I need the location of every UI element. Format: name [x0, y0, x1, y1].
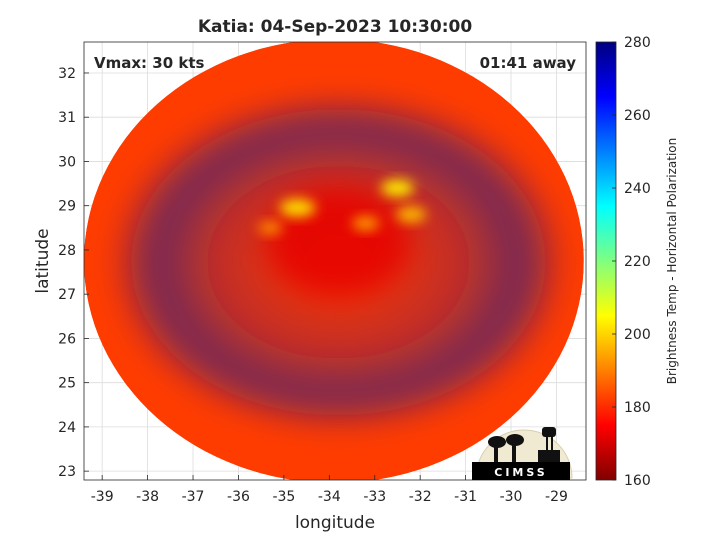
x-tick-label: -37 [182, 489, 205, 505]
x-tick-label: -30 [500, 489, 523, 505]
colorbar-tick-label: 220 [624, 254, 651, 270]
cold-spot [380, 179, 414, 197]
axes-frame [83, 41, 587, 481]
y-tick-label: 27 [58, 287, 76, 303]
cold-spot [352, 216, 380, 231]
swath-layer [84, 42, 584, 480]
y-tick-label: 29 [58, 199, 76, 215]
x-tick-label: -34 [318, 489, 341, 505]
chart-title: Katia: 04-Sep-2023 10:30:00 [198, 17, 472, 37]
cold-spots [258, 179, 427, 235]
logo-tower-icon [538, 427, 560, 462]
colorbar-tick-label: 200 [624, 327, 651, 343]
colorbar-tick-label: 240 [624, 181, 651, 197]
cold-spot [258, 221, 283, 235]
y-tick-label: 25 [58, 376, 76, 392]
y-tick-label: 28 [58, 243, 76, 259]
y-tick-label: 26 [58, 331, 76, 347]
x-tick-label: -36 [227, 489, 250, 505]
y-tick-label: 23 [58, 464, 76, 480]
time-away-label: 01:41 away [480, 54, 577, 72]
cold-spot [279, 198, 316, 217]
colorbar-label: Brightness Temp - Horizontal Polarizatio… [665, 138, 679, 385]
x-tick-label: -29 [545, 489, 568, 505]
x-tick-label: -31 [454, 489, 477, 505]
y-tick-label: 31 [58, 110, 76, 126]
y-tick-label: 24 [58, 420, 76, 436]
x-tick-label: -35 [272, 489, 295, 505]
logo-text: CIMSS [494, 466, 547, 479]
y-tick-label: 32 [58, 66, 76, 82]
x-tick-label: -39 [91, 489, 114, 505]
x-axis-label: longitude [295, 513, 375, 533]
logo-bar [472, 462, 570, 480]
colorbar-tick-label: 180 [624, 400, 651, 416]
axis-ticks: -39 -38 -37 -36 -35 -34 -33 -32 -31 -30 -29 23 24 25 2… [58, 66, 568, 505]
y-tick-label: 30 [58, 154, 76, 170]
cimss-logo: CIMSS [472, 427, 573, 480]
vmax-label: Vmax: 30 kts [94, 54, 204, 72]
x-tick-label: -32 [409, 489, 432, 505]
x-tick-label: -38 [136, 489, 159, 505]
colorbar-tick-label: 160 [624, 473, 651, 489]
x-tick-label: -33 [363, 489, 386, 505]
colorbar-ticks: 160 180 200 220 240 260 280 [612, 35, 651, 489]
y-axis-label: latitude [33, 228, 53, 293]
colorbar-tick-label: 280 [624, 35, 651, 51]
logo-dish-icon [488, 434, 524, 462]
colorbar-tick-label: 260 [624, 108, 651, 124]
cold-spot [396, 206, 427, 223]
